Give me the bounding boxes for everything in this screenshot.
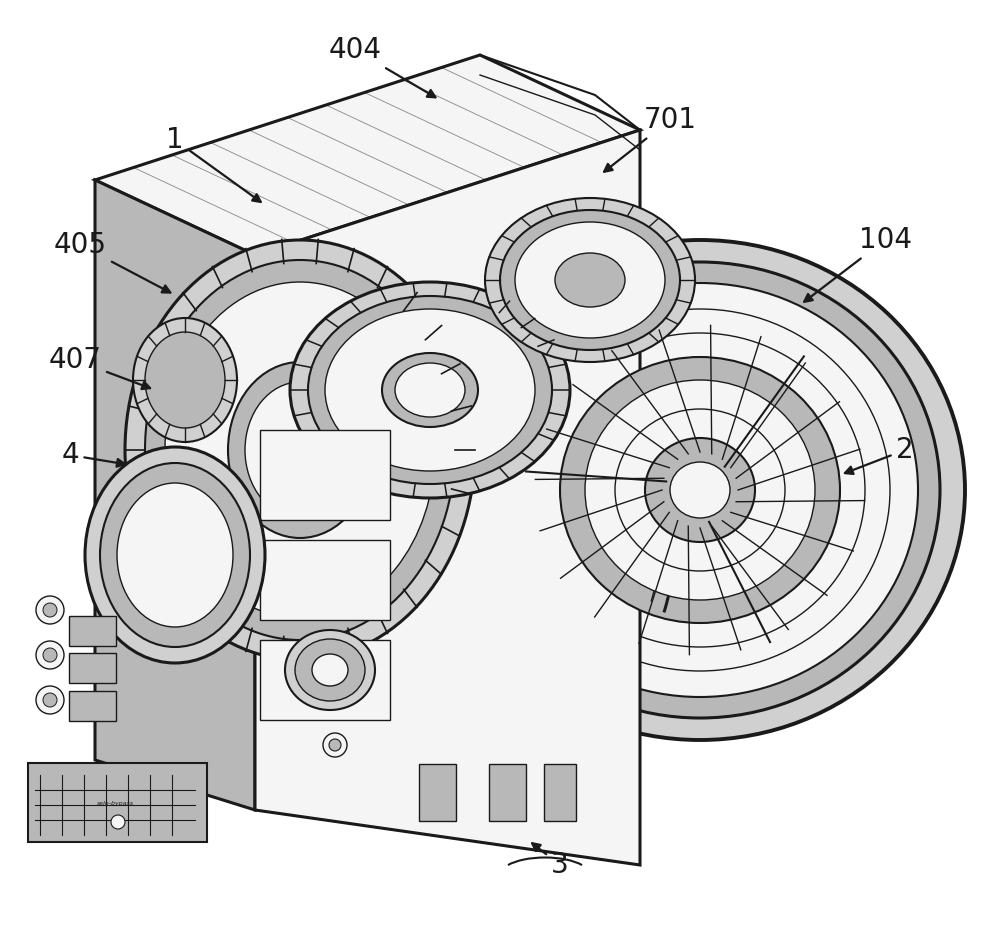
Ellipse shape [615,409,785,571]
Ellipse shape [555,253,625,307]
Circle shape [43,603,57,617]
Circle shape [111,815,125,829]
Ellipse shape [535,333,865,647]
Ellipse shape [485,198,695,362]
Ellipse shape [245,382,355,518]
Ellipse shape [165,282,435,618]
Ellipse shape [295,639,365,701]
Ellipse shape [645,438,755,542]
Polygon shape [95,55,640,255]
Ellipse shape [510,309,890,671]
Circle shape [36,641,64,669]
Ellipse shape [290,282,570,498]
Bar [260,430,390,520]
FancyBboxPatch shape [69,616,116,646]
FancyBboxPatch shape [69,653,116,683]
Ellipse shape [395,363,465,417]
Circle shape [43,693,57,707]
Bar [260,540,390,620]
Text: 104: 104 [804,226,912,302]
Ellipse shape [312,654,348,686]
FancyBboxPatch shape [69,691,116,721]
Ellipse shape [515,222,665,338]
FancyBboxPatch shape [419,764,456,821]
Ellipse shape [435,240,965,740]
FancyBboxPatch shape [28,763,207,842]
Ellipse shape [500,210,680,350]
Circle shape [323,733,347,757]
Text: 407: 407 [48,346,150,389]
Ellipse shape [670,462,730,518]
Ellipse shape [460,262,940,718]
Ellipse shape [325,309,535,471]
Text: 2: 2 [845,436,914,474]
Text: 1: 1 [166,126,261,202]
Ellipse shape [133,318,237,442]
Ellipse shape [145,260,455,640]
Ellipse shape [482,283,918,697]
Ellipse shape [560,357,840,623]
Ellipse shape [308,296,552,484]
Circle shape [329,739,341,751]
Circle shape [36,596,64,624]
Ellipse shape [125,240,475,660]
Text: 3: 3 [532,843,569,879]
Text: 405: 405 [54,231,170,292]
Text: sele-bypass: sele-bypass [96,801,134,805]
Text: 701: 701 [604,106,696,171]
FancyBboxPatch shape [489,764,526,821]
Circle shape [36,686,64,714]
Ellipse shape [228,362,372,538]
Ellipse shape [382,353,478,427]
Text: 4: 4 [61,441,125,469]
FancyBboxPatch shape [544,764,576,821]
Ellipse shape [100,463,250,647]
Ellipse shape [85,447,265,663]
Ellipse shape [285,630,375,710]
Text: 404: 404 [328,36,435,98]
Polygon shape [95,180,255,810]
Polygon shape [255,130,640,865]
Circle shape [43,648,57,662]
Bar [260,640,390,720]
Ellipse shape [145,332,225,428]
Ellipse shape [117,483,233,627]
Ellipse shape [585,380,815,600]
